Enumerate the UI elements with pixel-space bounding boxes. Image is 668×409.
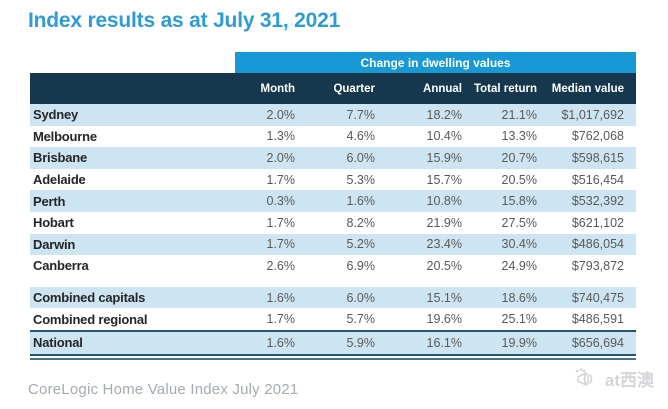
row-label: National xyxy=(33,335,83,351)
cell-median-value: $793,872 xyxy=(571,258,624,273)
cell-quarter: 5.3% xyxy=(346,172,376,187)
cell-annual: 23.4% xyxy=(426,237,462,252)
cell-month: 0.3% xyxy=(266,194,296,209)
table-row-perth: Perth 0.3% 1.6% 10.8% 15.8% $532,392 xyxy=(30,190,636,212)
table-row-combined-regional: Combined regional 1.7% 5.7% 19.6% 25.1% … xyxy=(30,308,636,330)
header-quarter: Quarter xyxy=(333,82,375,95)
cell-median-value: $1,017,692 xyxy=(561,107,624,122)
cell-month: 2.0% xyxy=(266,107,296,122)
cell-annual: 20.5% xyxy=(426,258,462,273)
cell-annual: 15.1% xyxy=(426,290,462,305)
cell-month: 1.6% xyxy=(266,290,296,305)
cell-median-value: $598,615 xyxy=(571,150,624,165)
table-row-national: National 1.6% 5.9% 16.1% 19.9% $656,694 xyxy=(30,329,636,356)
table-row-combined-capitals: Combined capitals 1.6% 6.0% 15.1% 18.6% … xyxy=(30,286,636,309)
cell-month: 1.3% xyxy=(266,129,296,144)
cell-total-return: 19.9% xyxy=(501,335,537,350)
cell-quarter: 6.9% xyxy=(346,258,376,273)
cell-total-return: 18.6% xyxy=(501,290,537,305)
cell-total-return: 30.4% xyxy=(501,237,537,252)
cell-month: 2.0% xyxy=(266,150,296,165)
cell-quarter: 5.7% xyxy=(346,312,376,327)
cell-total-return: 20.5% xyxy=(501,172,537,187)
cell-month: 1.7% xyxy=(266,215,296,230)
table-row-melbourne: Melbourne 1.3% 4.6% 10.4% 13.3% $762,068 xyxy=(30,126,636,148)
row-label: Melbourne xyxy=(33,128,97,144)
row-label: Perth xyxy=(33,193,66,209)
watermark-text: at西澳 xyxy=(604,371,654,390)
cell-quarter: 1.6% xyxy=(346,194,376,209)
cell-median-value: $532,392 xyxy=(571,194,624,209)
table-row-canberra: Canberra 2.6% 6.9% 20.5% 24.9% $793,872 xyxy=(30,255,636,277)
page-title: Index results as at July 31, 2021 xyxy=(28,9,341,32)
cell-total-return: 24.9% xyxy=(501,258,537,273)
table-row-adelaide: Adelaide 1.7% 5.3% 15.7% 20.5% $516,454 xyxy=(30,169,636,191)
cell-annual: 18.2% xyxy=(426,107,462,122)
cell-total-return: 20.7% xyxy=(501,150,537,165)
cell-median-value: $740,475 xyxy=(571,290,624,305)
cell-median-value: $762,068 xyxy=(571,129,624,144)
table-bottom-rule xyxy=(30,357,636,360)
table-group-header: Change in dwelling values xyxy=(235,52,636,73)
cell-quarter: 5.2% xyxy=(346,237,376,252)
table-header-row: Month Quarter Annual Total return Median… xyxy=(30,73,636,104)
header-median-value: Median value xyxy=(551,82,624,95)
cell-quarter: 8.2% xyxy=(346,215,376,230)
table-section-gap xyxy=(30,277,636,287)
table-body: Sydney 2.0% 7.7% 18.2% 21.1% $1,017,692 … xyxy=(30,104,636,360)
row-label: Combined capitals xyxy=(33,290,146,306)
cell-quarter: 6.0% xyxy=(346,290,376,305)
cell-month: 1.6% xyxy=(266,335,296,350)
cell-total-return: 13.3% xyxy=(501,129,537,144)
cell-month: 1.7% xyxy=(266,172,296,187)
cell-annual: 19.6% xyxy=(426,312,462,327)
cell-quarter: 7.7% xyxy=(346,107,376,122)
table-row-hobart: Hobart 1.7% 8.2% 21.9% 27.5% $621,102 xyxy=(30,212,636,234)
cell-annual: 21.9% xyxy=(426,215,462,230)
row-label: Canberra xyxy=(33,258,89,274)
row-label: Sydney xyxy=(33,107,79,123)
source-caption: CoreLogic Home Value Index July 2021 xyxy=(28,381,299,398)
header-total-return: Total return xyxy=(473,82,537,95)
cell-total-return: 25.1% xyxy=(501,312,537,327)
loudspeaker-icon xyxy=(575,367,593,386)
cell-total-return: 27.5% xyxy=(501,215,537,230)
table-row-brisbane: Brisbane 2.0% 6.0% 15.9% 20.7% $598,615 xyxy=(30,147,636,169)
cell-annual: 10.4% xyxy=(426,129,462,144)
watermark: at西澳 xyxy=(574,366,654,391)
cell-median-value: $486,591 xyxy=(571,312,624,327)
row-label: Combined regional xyxy=(33,311,148,327)
row-label: Hobart xyxy=(33,215,74,231)
cell-quarter: 6.0% xyxy=(346,150,376,165)
cell-total-return: 15.8% xyxy=(501,194,537,209)
cell-month: 1.7% xyxy=(266,312,296,327)
cell-total-return: 21.1% xyxy=(501,107,537,122)
cell-median-value: $516,454 xyxy=(571,172,624,187)
cell-annual: 15.7% xyxy=(426,172,462,187)
cell-median-value: $656,694 xyxy=(571,335,624,350)
cell-annual: 15.9% xyxy=(426,150,462,165)
cell-median-value: $486,054 xyxy=(571,237,624,252)
cell-median-value: $621,102 xyxy=(571,215,624,230)
header-annual: Annual xyxy=(423,82,462,95)
cell-quarter: 5.9% xyxy=(346,335,376,350)
cell-annual: 16.1% xyxy=(426,335,462,350)
header-month: Month xyxy=(260,82,295,95)
row-label: Darwin xyxy=(33,236,76,252)
cell-quarter: 4.6% xyxy=(346,129,376,144)
table-row-darwin: Darwin 1.7% 5.2% 23.4% 30.4% $486,054 xyxy=(30,233,636,256)
cell-annual: 10.8% xyxy=(426,194,462,209)
row-label: Adelaide xyxy=(33,172,86,188)
table-row-sydney: Sydney 2.0% 7.7% 18.2% 21.1% $1,017,692 xyxy=(30,104,636,126)
row-label: Brisbane xyxy=(33,150,88,166)
cell-month: 2.6% xyxy=(266,258,296,273)
cell-month: 1.7% xyxy=(266,237,296,252)
